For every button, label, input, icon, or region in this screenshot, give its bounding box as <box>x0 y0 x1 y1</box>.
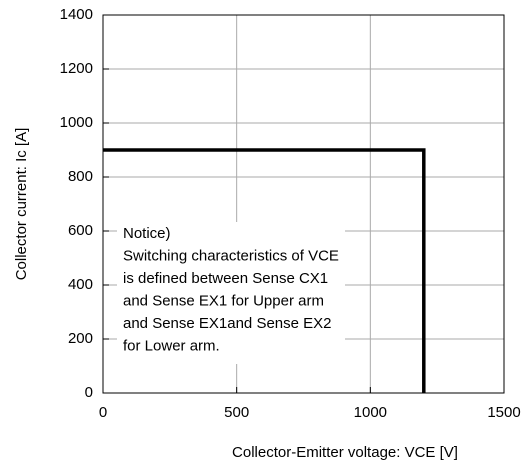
x-tick-label: 1000 <box>354 404 387 421</box>
annotation-line: Switching characteristics of VCE <box>123 247 339 264</box>
y-tick-label: 800 <box>68 168 93 185</box>
x-tick-label: 500 <box>224 404 249 421</box>
y-tick-label: 1400 <box>60 6 93 23</box>
y-tick-label: 600 <box>68 222 93 239</box>
y-tick-label: 200 <box>68 330 93 347</box>
y-tick-label: 0 <box>85 384 93 401</box>
annotation-line: is defined between Sense CX1 <box>123 270 328 287</box>
y-tick-label: 400 <box>68 276 93 293</box>
x-tick-label: 1500 <box>487 404 520 421</box>
data-line <box>103 148 426 393</box>
x-axis-label: Collector-Emitter voltage: VCE [V] <box>232 444 458 461</box>
x-tick-label: 0 <box>99 404 107 421</box>
annotation-line: for Lower arm. <box>123 337 220 354</box>
plot-frame <box>102 14 505 394</box>
annotation-background <box>117 222 345 364</box>
y-axis-label: Collector current: Ic [A] <box>13 128 30 281</box>
y-tick-label: 1200 <box>60 60 93 77</box>
annotation-line: Notice) <box>123 225 171 242</box>
annotation-line: and Sense EX1 for Upper arm <box>123 292 324 309</box>
annotation-line: and Sense EX1and Sense EX2 <box>123 315 332 332</box>
y-tick-label: 1000 <box>60 114 93 131</box>
